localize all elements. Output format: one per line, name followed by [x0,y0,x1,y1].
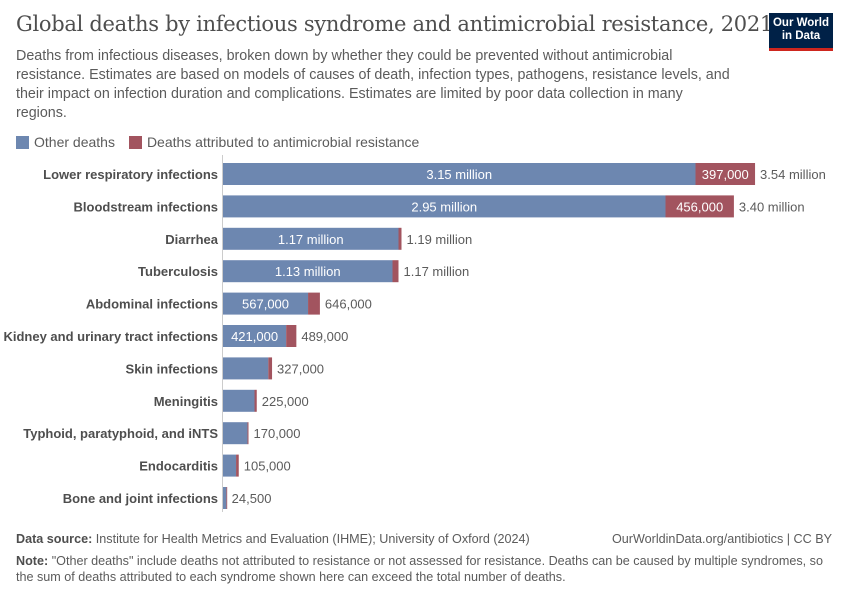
bar-other-deaths[interactable] [223,227,399,250]
bar-value-label: 1.17 million [278,232,344,247]
category-label: Tuberculosis [138,264,218,279]
total-label: 646,000 [325,297,372,312]
total-label: 489,000 [301,329,348,344]
bar-value-label: 421,000 [231,329,278,344]
bar-value-label: 2.95 million [411,199,477,214]
legend-swatch [128,135,142,149]
bar-value-label: 567,000 [242,297,289,312]
category-label: Meningitis [154,394,218,409]
bar-amr-deaths[interactable] [695,163,756,185]
bar-other-deaths[interactable] [223,195,666,218]
bar-amr-deaths[interactable] [254,389,257,412]
total-label: 1.17 million [404,264,470,279]
bar-value-label: 456,000 [676,199,723,214]
total-label: 225,000 [262,394,309,409]
bar-other-deaths[interactable] [223,422,248,445]
legend-item-other[interactable]: Other deaths [16,134,115,150]
category-label: Bone and joint infections [63,491,218,506]
bar-amr-deaths[interactable] [236,454,239,477]
legend-label: Other deaths [34,134,115,150]
chart-subtitle: Deaths from infectious diseases, broken … [16,48,730,121]
source-url[interactable]: OurWorldinData.org/antibiotics | CC BY [611,532,832,546]
bar-other-deaths[interactable] [223,325,287,347]
total-label: 3.40 million [739,199,805,214]
chart-title: Global deaths by infectious syndrome and… [16,12,773,36]
category-label: Typhoid, paratyphoid, and iNTS [23,426,218,441]
legend-label: Deaths attributed to antimicrobial resis… [146,134,420,150]
bar-amr-deaths[interactable] [308,292,320,315]
bar-other-deaths[interactable] [223,260,393,283]
bar-amr-deaths[interactable] [398,227,402,250]
bar-amr-deaths[interactable] [665,195,734,218]
category-label: Bloodstream infections [74,199,218,214]
bar-other-deaths[interactable] [223,487,227,509]
total-label: 24,500 [232,491,272,506]
category-label: Abdominal infections [86,297,218,312]
category-label: Endocarditis [139,459,218,474]
bar-amr-deaths[interactable] [286,325,297,347]
bar-amr-deaths[interactable] [392,260,399,283]
bar-value-label: 3.15 million [426,167,492,182]
bar-other-deaths[interactable] [223,454,237,477]
owid-logo[interactable]: Our World in Data [769,13,833,51]
bar-value-label: 1.13 million [275,264,341,279]
note: Note: "Other deaths" include deaths not … [16,554,823,584]
category-label: Diarrhea [165,232,219,247]
bar-other-deaths[interactable] [223,292,309,315]
total-label: 105,000 [244,459,291,474]
category-label: Lower respiratory infections [43,167,218,182]
legend-swatch [16,135,29,149]
bar-amr-deaths[interactable] [226,487,228,509]
legend-item-amr[interactable]: Deaths attributed to antimicrobial resis… [128,134,420,150]
total-label: 1.19 million [407,232,473,247]
bar-other-deaths[interactable] [223,357,269,380]
total-label: 3.54 million [760,167,826,182]
legend: Other deaths Deaths attributed to antimi… [16,134,419,150]
bar-chart: Lower respiratory infections 3.15 million… [3,155,826,512]
bar-value-label: 397,000 [702,167,749,182]
data-source: Data source: Institute for Health Metric… [16,532,530,546]
total-label: 170,000 [254,426,301,441]
bar-amr-deaths[interactable] [268,357,273,380]
bar-other-deaths[interactable] [223,389,255,412]
category-label: Skin infections [126,361,218,376]
bar-amr-deaths[interactable] [247,422,249,445]
category-label: Kidney and urinary tract infections [3,329,218,344]
total-label: 327,000 [277,361,324,376]
bar-other-deaths[interactable] [223,163,696,185]
